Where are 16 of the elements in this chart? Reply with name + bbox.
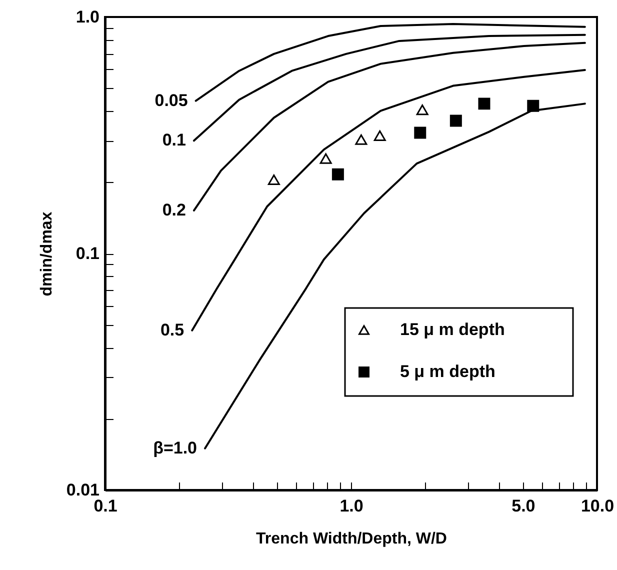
x-axis-title: Trench Width/Depth, W/D [256, 530, 447, 548]
x-tick-label: 0.1 [94, 496, 118, 516]
legend-label: 5 μ m depth [400, 362, 496, 381]
y-tick-label: 0.01 [66, 480, 100, 500]
series-label: 0.5 [160, 320, 184, 340]
y-tick-label: 1.0 [76, 8, 100, 26]
x-tick-label: 10.0 [580, 496, 614, 516]
x-tick-label: 5.0 [512, 496, 536, 516]
series-label: 0.1 [162, 130, 186, 150]
series-label: 0.2 [162, 200, 186, 220]
y-axis-title: dmin/dmax [38, 212, 56, 296]
y-tick-label: 0.1 [76, 244, 100, 263]
series-label: β=1.0 [153, 438, 198, 458]
x-tick-label: 1.0 [340, 496, 364, 516]
legend-label: 15 μ m depth [400, 320, 505, 339]
series-label: 0.05 [154, 90, 188, 110]
